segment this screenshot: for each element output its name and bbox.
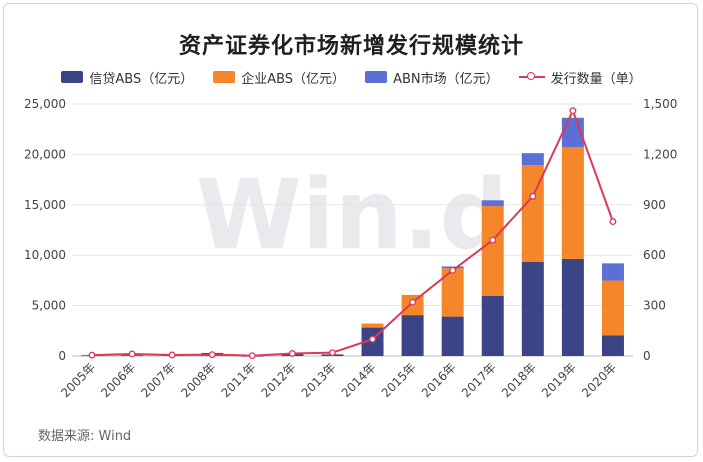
x-tick-label: 2017年 xyxy=(459,360,499,400)
issue-count-point[interactable] xyxy=(569,107,577,115)
issue-count-point[interactable] xyxy=(88,351,96,359)
y-right-tick-label: 0 xyxy=(643,349,651,363)
bar-segment-credit-abs[interactable] xyxy=(481,295,504,356)
x-tick-label: 2013年 xyxy=(299,360,339,400)
legend-item-abn[interactable]: ABN市场（亿元） xyxy=(365,68,499,87)
source-note: 数据来源: Wind xyxy=(38,429,132,444)
bar-segment-credit-abs[interactable] xyxy=(521,262,544,356)
issue-count-line xyxy=(88,107,617,360)
issue-count-point[interactable] xyxy=(208,351,216,359)
x-tick-label: 2012年 xyxy=(259,360,299,400)
issue-count-point[interactable] xyxy=(168,351,176,359)
issue-count-point[interactable] xyxy=(369,335,376,343)
y-right-tick-label: 1,500 xyxy=(643,97,677,111)
y-left-tick-label: 10,000 xyxy=(24,248,66,262)
legend-item-credit-abs[interactable]: 信贷ABS（亿元） xyxy=(61,68,193,87)
issue-count-point[interactable] xyxy=(529,192,537,200)
bar-segment-credit-abs[interactable] xyxy=(561,258,584,356)
y-axis-right: 0 300 600 900 1,200 1,500 xyxy=(643,97,677,363)
x-tick-label: 2019年 xyxy=(539,360,579,400)
y-right-tick-label: 900 xyxy=(643,198,666,212)
legend-swatch-credit-abs xyxy=(61,71,84,83)
bar-segment-credit-abs[interactable] xyxy=(601,335,624,356)
x-tick-label: 2008年 xyxy=(178,360,218,400)
issue-count-point[interactable] xyxy=(409,298,417,306)
y-axis-left: 0 5,000 10,000 15,000 20,000 25,000 xyxy=(24,97,66,363)
x-tick-label: 2007年 xyxy=(138,360,178,400)
bar-segment-credit-abs[interactable] xyxy=(441,316,464,356)
x-axis: 2005年 2006年 2007年 2008年 2011年 2012年 2013年 2014年… xyxy=(58,360,619,400)
legend-label-enterprise-abs: 企业ABS（亿元） xyxy=(241,71,346,87)
legend-swatch-abn xyxy=(365,71,388,83)
x-tick-label: 2005年 xyxy=(58,360,98,400)
y-left-tick-label: 15,000 xyxy=(24,198,66,212)
y-left-tick-label: 5,000 xyxy=(32,299,66,313)
x-tick-label: 2011年 xyxy=(218,360,258,400)
issue-count-point[interactable] xyxy=(288,350,296,357)
bar-segment-credit-abs[interactable] xyxy=(401,315,424,356)
x-tick-label: 2015年 xyxy=(379,360,419,400)
bar-segment-enterprise-abs[interactable] xyxy=(561,147,584,259)
bar-segment-enterprise-abs[interactable] xyxy=(601,280,624,336)
x-tick-label: 2020年 xyxy=(579,360,619,400)
x-tick-label: 2006年 xyxy=(98,360,138,400)
bar-segment-enterprise-abs[interactable] xyxy=(441,268,464,317)
issue-count-line-path xyxy=(92,108,614,357)
bar-segment-abn[interactable] xyxy=(481,200,504,207)
legend-swatch-enterprise-abs xyxy=(213,71,236,83)
legend-label-abn: ABN市场（亿元） xyxy=(393,71,499,87)
bar-segment-abn[interactable] xyxy=(521,153,544,166)
y-left-tick-label: 0 xyxy=(58,349,66,363)
x-tick-label: 2014年 xyxy=(339,360,379,400)
y-left-tick-label: 20,000 xyxy=(24,147,66,161)
y-right-tick-label: 300 xyxy=(643,299,666,313)
bar-segment-enterprise-abs[interactable] xyxy=(481,206,504,296)
issue-count-point[interactable] xyxy=(128,350,136,358)
legend-swatch-issue-count xyxy=(518,71,545,83)
watermark: Win.d xyxy=(196,159,508,271)
chart-legend: 信贷ABS（亿元） 企业ABS（亿元） ABN市场（亿元） 发行数量（单） xyxy=(0,68,703,87)
x-tick-label: 2016年 xyxy=(419,360,459,400)
issue-count-point[interactable] xyxy=(609,218,617,226)
bar-segment-enterprise-abs[interactable] xyxy=(361,323,384,328)
bar-segment-enterprise-abs[interactable] xyxy=(521,165,544,263)
y-right-tick-label: 1,200 xyxy=(643,147,677,161)
legend-item-issue-count[interactable]: 发行数量（单） xyxy=(518,68,642,87)
x-tick-label: 2018年 xyxy=(499,360,539,400)
issue-count-point[interactable] xyxy=(329,349,336,357)
bar-segment-abn[interactable] xyxy=(601,263,624,281)
legend-label-issue-count: 发行数量（单） xyxy=(550,71,642,87)
issue-count-point[interactable] xyxy=(489,236,497,244)
legend-label-credit-abs: 信贷ABS（亿元） xyxy=(89,71,194,87)
legend-item-enterprise-abs[interactable]: 企业ABS（亿元） xyxy=(213,68,345,87)
issue-count-point[interactable] xyxy=(248,352,256,360)
chart-title: 资产证券化市场新增发行规模统计 xyxy=(178,34,524,59)
issue-count-point[interactable] xyxy=(449,266,457,274)
y-left-tick-label: 25,000 xyxy=(24,97,66,111)
y-right-tick-label: 600 xyxy=(643,248,666,262)
